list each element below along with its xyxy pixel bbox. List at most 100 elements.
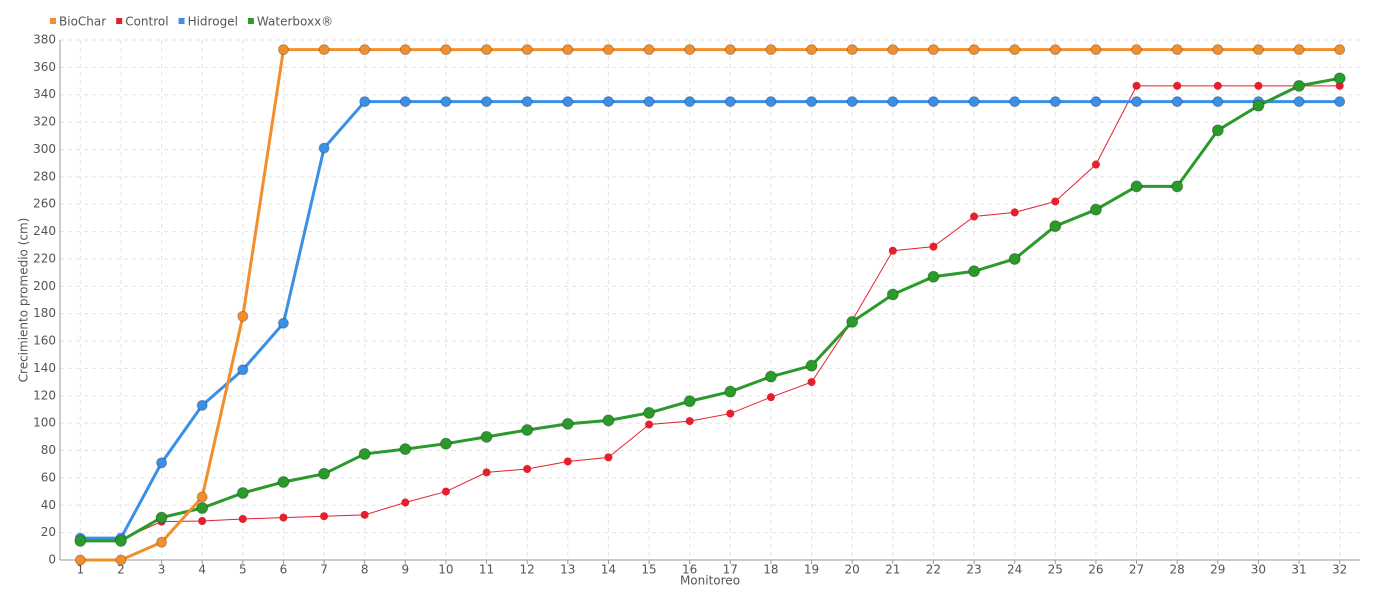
data-point bbox=[887, 44, 899, 56]
data-point bbox=[684, 96, 696, 108]
data-point bbox=[237, 364, 249, 376]
data-point bbox=[1213, 81, 1222, 90]
data-point bbox=[643, 96, 655, 108]
x-tick-label: 7 bbox=[320, 563, 328, 577]
data-point bbox=[320, 512, 329, 521]
data-point bbox=[237, 310, 249, 322]
data-point bbox=[155, 511, 168, 524]
data-point bbox=[482, 468, 491, 477]
x-tick-label: 30 bbox=[1251, 563, 1266, 577]
data-point bbox=[277, 476, 290, 488]
data-point bbox=[1009, 44, 1021, 56]
y-tick-label: 200 bbox=[33, 279, 56, 293]
legend-swatch bbox=[50, 18, 56, 24]
legend-swatch bbox=[178, 18, 185, 24]
data-point bbox=[1171, 180, 1184, 193]
data-point bbox=[685, 417, 694, 426]
x-tick-label: 1 bbox=[76, 563, 84, 577]
data-point bbox=[481, 96, 493, 108]
series-line bbox=[80, 76, 1340, 543]
data-point bbox=[888, 246, 897, 255]
x-tick-label: 10 bbox=[438, 563, 453, 577]
data-point bbox=[358, 447, 371, 460]
data-point bbox=[439, 437, 452, 450]
data-point bbox=[440, 96, 452, 108]
data-point bbox=[1089, 203, 1102, 216]
x-tick-label: 4 bbox=[198, 563, 206, 577]
legend-label: BioChar bbox=[59, 15, 106, 29]
data-point bbox=[602, 96, 614, 108]
data-point bbox=[724, 44, 736, 56]
data-point bbox=[359, 44, 371, 56]
y-tick-label: 240 bbox=[33, 224, 56, 238]
data-point bbox=[156, 457, 168, 469]
x-tick-label: 24 bbox=[1007, 563, 1022, 577]
data-point bbox=[1293, 44, 1305, 56]
x-tick-label: 15 bbox=[641, 563, 656, 577]
x-tick-label: 12 bbox=[520, 563, 535, 577]
x-tick-label: 18 bbox=[763, 563, 778, 577]
data-point bbox=[887, 96, 899, 108]
data-point bbox=[643, 44, 655, 56]
x-tick-label: 6 bbox=[280, 563, 288, 577]
data-point bbox=[523, 465, 532, 473]
data-point bbox=[643, 406, 656, 419]
series-line bbox=[80, 48, 1340, 562]
data-point bbox=[399, 443, 412, 456]
data-point bbox=[724, 96, 736, 108]
series bbox=[74, 44, 1346, 566]
data-point bbox=[521, 424, 534, 436]
data-point bbox=[1171, 96, 1183, 108]
data-point bbox=[970, 212, 979, 221]
data-point bbox=[1090, 44, 1102, 56]
data-point bbox=[1333, 72, 1346, 85]
data-point bbox=[563, 457, 572, 466]
data-point bbox=[765, 96, 777, 108]
data-point bbox=[521, 96, 533, 108]
data-point bbox=[1252, 99, 1265, 112]
x-tick-label: 14 bbox=[601, 563, 616, 577]
data-point bbox=[401, 498, 410, 507]
x-tick-label: 5 bbox=[239, 563, 247, 577]
data-point bbox=[1252, 44, 1264, 56]
x-tick-label: 9 bbox=[401, 563, 409, 577]
y-tick-label: 280 bbox=[33, 169, 56, 183]
data-point bbox=[318, 467, 331, 480]
data-point bbox=[1334, 96, 1346, 108]
data-point bbox=[806, 96, 818, 108]
data-point bbox=[1212, 44, 1224, 56]
x-tick-label: 8 bbox=[361, 563, 369, 577]
data-point bbox=[1009, 96, 1021, 108]
data-point bbox=[196, 399, 208, 411]
data-point bbox=[238, 514, 247, 523]
x-tick-label: 23 bbox=[966, 563, 981, 577]
data-point bbox=[1091, 160, 1100, 169]
data-point bbox=[766, 393, 775, 402]
series-line bbox=[80, 85, 1340, 540]
y-tick-label: 360 bbox=[33, 60, 56, 74]
legend-label: Waterboxx® bbox=[257, 15, 333, 29]
x-tick-label: 17 bbox=[723, 563, 738, 577]
legend-label: Control bbox=[125, 15, 168, 29]
y-tick-label: 140 bbox=[33, 361, 56, 375]
data-point bbox=[726, 409, 735, 418]
y-tick-label: 20 bbox=[41, 525, 56, 539]
data-point bbox=[764, 370, 777, 383]
data-point bbox=[521, 44, 533, 56]
y-tick-label: 40 bbox=[41, 498, 56, 512]
data-point bbox=[806, 44, 818, 56]
x-axis-label: Monitoreo bbox=[680, 574, 740, 588]
y-axis-label: Crecimiento promedio (cm) bbox=[17, 218, 31, 383]
data-point bbox=[602, 414, 615, 427]
data-point bbox=[604, 453, 613, 462]
data-point bbox=[74, 554, 86, 566]
x-tick-label: 21 bbox=[885, 563, 900, 577]
legend-swatch bbox=[247, 18, 254, 24]
data-point bbox=[399, 96, 411, 108]
data-point bbox=[115, 554, 127, 566]
data-point bbox=[399, 44, 411, 56]
data-point bbox=[198, 517, 207, 525]
data-point bbox=[277, 317, 289, 329]
data-point bbox=[481, 44, 493, 56]
